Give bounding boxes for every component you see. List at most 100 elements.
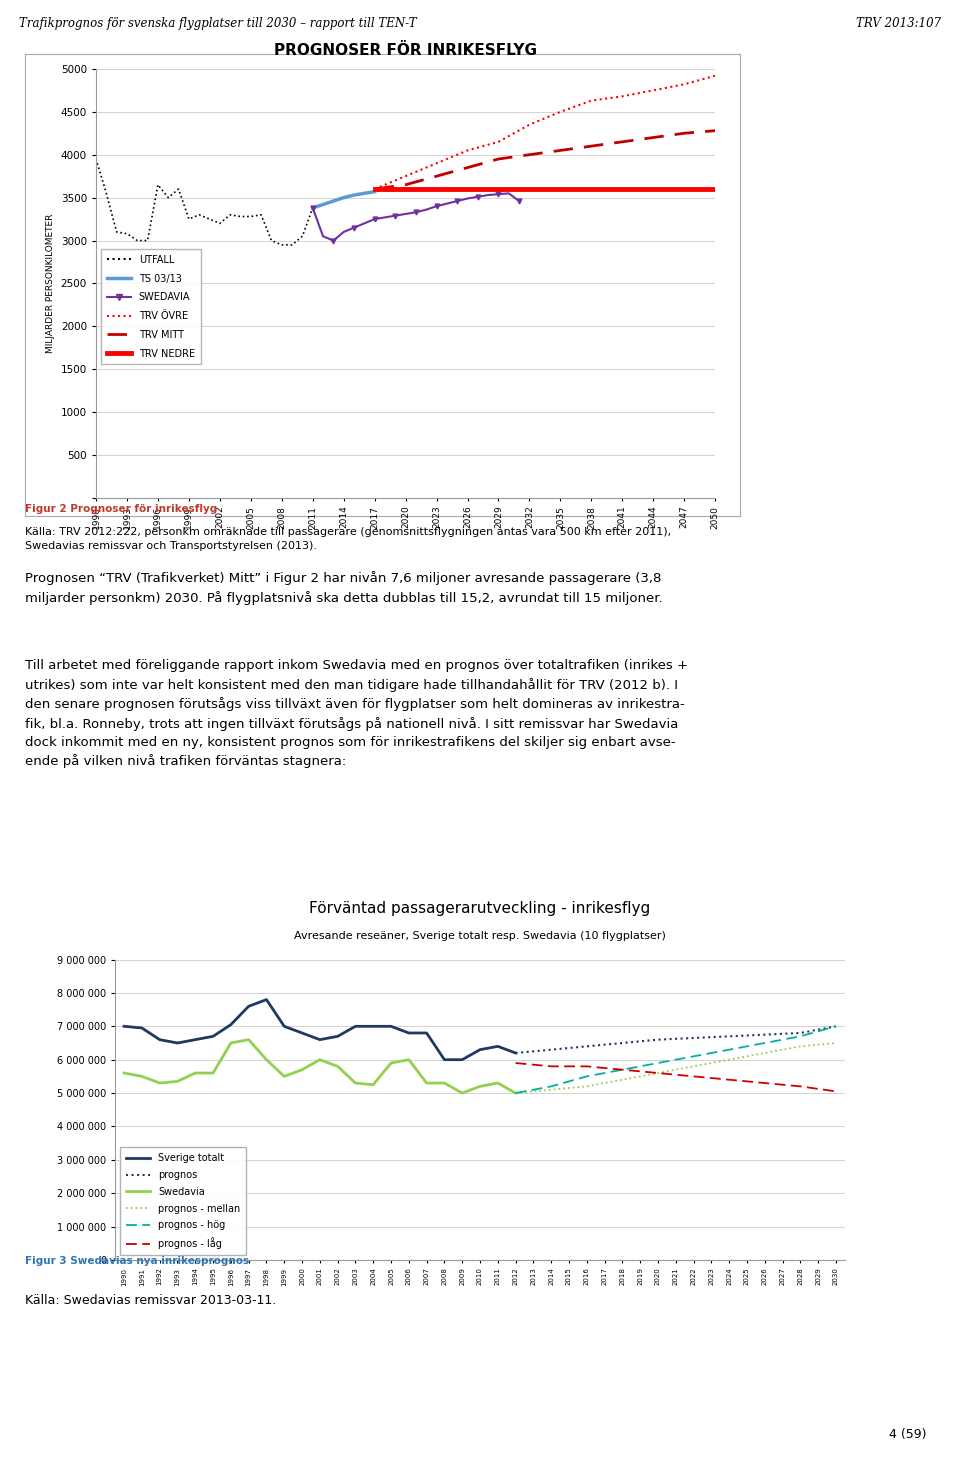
Sverige totalt: [349, 1018, 361, 1036]
prognos - mellan: [581, 1078, 592, 1096]
prognos - låg: [616, 1061, 628, 1078]
prognos - mellan: [510, 1084, 521, 1102]
prognos - hög: [687, 1047, 699, 1065]
Text: Förväntad passagerarutveckling - inrikesflyg: Förväntad passagerarutveckling - inrikes…: [309, 901, 651, 916]
Legend: UTFALL, TS 03/13, SWEDAVIA, TRV ÖVRE, TRV MITT, TRV NEDRE: UTFALL, TS 03/13, SWEDAVIA, TRV ÖVRE, TR…: [101, 249, 201, 365]
Swedavia: [207, 1064, 219, 1081]
Sverige totalt: [510, 1045, 521, 1062]
Swedavia: [420, 1074, 432, 1091]
prognos - mellan: [795, 1037, 806, 1055]
Sverige totalt: [403, 1024, 415, 1042]
Line: prognos - mellan: prognos - mellan: [516, 1043, 836, 1093]
Sverige totalt: [332, 1027, 344, 1045]
prognos - låg: [830, 1083, 842, 1100]
Text: Källa: Swedavias remissvar 2013-03-11.: Källa: Swedavias remissvar 2013-03-11.: [25, 1294, 276, 1307]
prognos - låg: [687, 1068, 699, 1086]
Swedavia: [172, 1072, 183, 1090]
Sverige totalt: [225, 1015, 236, 1033]
prognos - hög: [510, 1084, 521, 1102]
Text: Figur 3 Swedavias nya inrikesprognos: Figur 3 Swedavias nya inrikesprognos: [25, 1256, 249, 1266]
Swedavia: [349, 1074, 361, 1091]
Text: Prognosen “TRV (Trafikverket) Mitt” i Figur 2 har nivån 7,6 miljoner avresande p: Prognosen “TRV (Trafikverket) Mitt” i Fi…: [25, 571, 662, 605]
prognos - hög: [581, 1068, 592, 1086]
Text: Till arbetet med föreliggande rapport inkom Swedavia med en prognos över totaltr: Till arbetet med föreliggande rapport in…: [25, 659, 688, 768]
prognos - mellan: [759, 1045, 771, 1062]
Sverige totalt: [314, 1031, 325, 1049]
Sverige totalt: [368, 1018, 379, 1036]
Text: TRV 2013:107: TRV 2013:107: [855, 18, 941, 29]
prognos: [830, 1018, 842, 1036]
Sverige totalt: [456, 1050, 468, 1068]
prognos - mellan: [616, 1071, 628, 1088]
prognos: [652, 1031, 663, 1049]
Sverige totalt: [243, 998, 254, 1015]
Swedavia: [510, 1084, 521, 1102]
Line: prognos - låg: prognos - låg: [516, 1064, 836, 1091]
Swedavia: [118, 1064, 130, 1081]
Swedavia: [314, 1050, 325, 1068]
Swedavia: [297, 1061, 308, 1078]
Sverige totalt: [207, 1027, 219, 1045]
Sverige totalt: [385, 1018, 396, 1036]
prognos: [545, 1040, 557, 1058]
prognos - mellan: [545, 1081, 557, 1099]
Text: Avresande reseäner, Sverige totalt resp. Swedavia (10 flygplatser): Avresande reseäner, Sverige totalt resp.…: [294, 932, 666, 942]
prognos: [687, 1030, 699, 1047]
prognos - hög: [652, 1055, 663, 1072]
Line: Sverige totalt: Sverige totalt: [124, 999, 516, 1059]
prognos - låg: [581, 1058, 592, 1075]
Line: Swedavia: Swedavia: [124, 1040, 516, 1093]
Swedavia: [456, 1084, 468, 1102]
Swedavia: [189, 1064, 201, 1081]
Sverige totalt: [297, 1024, 308, 1042]
Swedavia: [403, 1050, 415, 1068]
prognos - låg: [545, 1058, 557, 1075]
prognos - hög: [616, 1061, 628, 1078]
Swedavia: [385, 1055, 396, 1072]
Sverige totalt: [420, 1024, 432, 1042]
prognos - låg: [724, 1071, 735, 1088]
Swedavia: [154, 1074, 165, 1091]
Legend: Sverige totalt, prognos, Swedavia, prognos - mellan, prognos - hög, prognos - lå: Sverige totalt, prognos, Swedavia, progn…: [120, 1147, 246, 1256]
prognos - mellan: [830, 1034, 842, 1052]
Swedavia: [474, 1078, 486, 1096]
Sverige totalt: [189, 1031, 201, 1049]
prognos - låg: [759, 1074, 771, 1091]
prognos - mellan: [724, 1050, 735, 1068]
Swedavia: [332, 1058, 344, 1075]
Text: Figur 2 Prognoser för inrikesflyg: Figur 2 Prognoser för inrikesflyg: [25, 504, 217, 514]
Sverige totalt: [136, 1020, 148, 1037]
Sverige totalt: [492, 1037, 504, 1055]
prognos - hög: [759, 1034, 771, 1052]
Line: prognos: prognos: [516, 1027, 836, 1053]
prognos: [759, 1026, 771, 1043]
prognos: [510, 1045, 521, 1062]
Swedavia: [243, 1031, 254, 1049]
prognos - låg: [795, 1078, 806, 1096]
Sverige totalt: [439, 1050, 450, 1068]
Line: prognos - hög: prognos - hög: [516, 1027, 836, 1093]
Swedavia: [225, 1034, 236, 1052]
Title: PROGNOSER FÖR INRIKESFLYG: PROGNOSER FÖR INRIKESFLYG: [275, 42, 537, 59]
prognos - hög: [545, 1078, 557, 1096]
prognos - hög: [724, 1040, 735, 1058]
prognos - låg: [652, 1064, 663, 1081]
prognos - mellan: [652, 1064, 663, 1081]
prognos - hög: [830, 1018, 842, 1036]
Swedavia: [492, 1074, 504, 1091]
prognos: [581, 1037, 592, 1055]
Sverige totalt: [154, 1031, 165, 1049]
prognos - mellan: [687, 1058, 699, 1075]
prognos: [795, 1024, 806, 1042]
Sverige totalt: [118, 1018, 130, 1036]
Sverige totalt: [474, 1040, 486, 1058]
Sverige totalt: [261, 990, 273, 1008]
Sverige totalt: [172, 1034, 183, 1052]
prognos - hög: [795, 1027, 806, 1045]
prognos - låg: [510, 1055, 521, 1072]
Sverige totalt: [278, 1018, 290, 1036]
Text: 4 (59): 4 (59): [889, 1428, 926, 1442]
prognos: [616, 1034, 628, 1052]
Swedavia: [136, 1068, 148, 1086]
Swedavia: [439, 1074, 450, 1091]
